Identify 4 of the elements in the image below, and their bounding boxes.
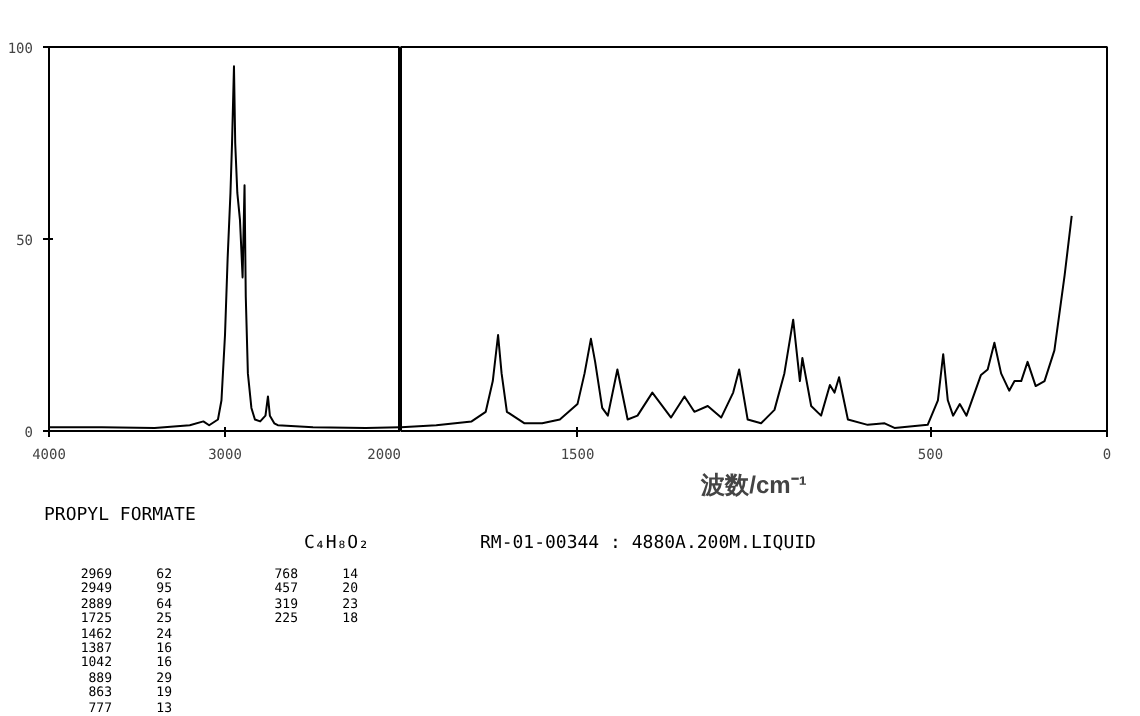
x-axis-title: 波数/cm⁻¹ <box>699 471 807 499</box>
text: RM-01-00344 : 4880A.200M.LIQUID <box>480 532 816 558</box>
text: PROPYL FORMATE <box>44 504 196 530</box>
text: C₄H₈O₂ <box>304 532 370 558</box>
